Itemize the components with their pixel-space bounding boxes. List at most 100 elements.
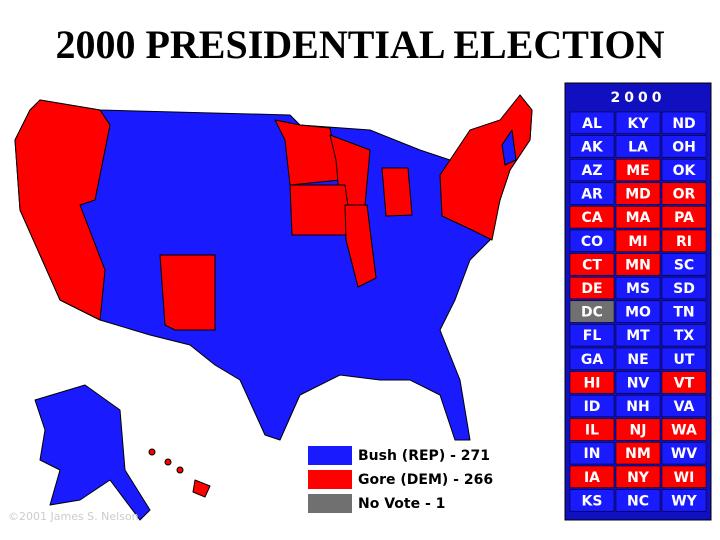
state-cell [615, 206, 661, 229]
copyright: ©2001 James S. Nelson [8, 510, 139, 523]
state-label: IA [584, 470, 600, 486]
state-label: AL [582, 116, 602, 132]
state-cell [661, 324, 707, 347]
legend-label: No Vote - 1 [358, 496, 445, 512]
legend-label: Bush (REP) - 271 [358, 448, 490, 464]
state-cell [615, 276, 661, 300]
state-cell [615, 300, 661, 323]
state-cell [569, 347, 615, 370]
state-label: OH [672, 139, 696, 155]
state-cell [615, 371, 661, 394]
state-cell [615, 158, 661, 182]
panel-header: 2000 [611, 90, 666, 106]
state-label: CO [581, 234, 603, 250]
state-cell [661, 111, 707, 134]
state-label: MN [625, 257, 651, 273]
state-cell [569, 324, 615, 347]
state-label: WA [671, 423, 697, 439]
state-label: VA [674, 399, 695, 415]
state-cell [615, 347, 661, 370]
state-cell [661, 347, 707, 370]
state-label: UT [674, 352, 695, 368]
state-label: KY [628, 116, 650, 132]
state-label: NH [626, 399, 649, 415]
state-label: NE [627, 352, 648, 368]
illinois [344, 204, 377, 288]
state-cell [615, 182, 661, 205]
state-cell [661, 206, 707, 229]
state-label: WY [671, 493, 697, 509]
state-cell [569, 442, 615, 465]
west-coast [14, 99, 111, 321]
state-cell [661, 394, 707, 418]
state-label: WV [671, 446, 697, 462]
legend-label: Gore (DEM) - 266 [358, 472, 493, 488]
state-cell [569, 206, 615, 229]
state-cell [661, 229, 707, 252]
state-cell [615, 489, 661, 512]
state-label: KS [582, 493, 603, 509]
state-cell [569, 300, 615, 323]
new-mexico [159, 254, 216, 331]
state-cell [661, 276, 707, 300]
state-label: TX [674, 328, 695, 344]
state-label: CT [582, 257, 602, 273]
northeast [439, 94, 533, 241]
state-cell [569, 158, 615, 182]
hawaii [176, 466, 184, 474]
hawaii [164, 458, 172, 466]
state-cell [569, 111, 615, 134]
state-label: OR [673, 187, 696, 203]
state-label: NV [627, 375, 650, 391]
state-label: IL [585, 423, 599, 439]
state-cell [569, 418, 615, 441]
state-cell [569, 371, 615, 394]
state-cell [661, 158, 707, 182]
legend: Bush (REP) - 271 Gore (DEM) - 266 No Vote … [308, 446, 493, 513]
state-cell [661, 442, 707, 465]
state-label: HI [584, 375, 601, 391]
us-map [14, 94, 533, 521]
michigan [381, 167, 413, 217]
state-label: NY [627, 470, 650, 486]
state-cell [661, 371, 707, 394]
state-label: MS [626, 281, 650, 297]
state-label: RI [676, 234, 692, 250]
state-cell [569, 182, 615, 205]
state-cell [569, 465, 615, 488]
state-label: ID [584, 399, 601, 415]
page-title: 2000 PRESIDENTIAL ELECTION [55, 22, 664, 67]
state-cell [661, 465, 707, 488]
state-grid: AL AK AZ AR CA CO CT DE DC FL GA HI ID IL IN IA KS KY LA ME… [569, 111, 707, 512]
state-cell [661, 253, 707, 276]
state-label: PA [674, 210, 694, 226]
legend-swatch [308, 470, 352, 489]
state-label: VT [674, 375, 695, 391]
state-label: TN [673, 305, 694, 321]
state-label: DC [581, 305, 603, 321]
state-cell [569, 276, 615, 300]
state-label: LA [628, 139, 648, 155]
state-cell [615, 111, 661, 134]
state-cell [615, 442, 661, 465]
state-cell [569, 135, 615, 158]
state-label: AR [581, 187, 603, 203]
state-label: WI [674, 470, 695, 486]
state-cell [661, 489, 707, 512]
state-label: GA [581, 352, 603, 368]
state-cell [661, 418, 707, 441]
state-label: DE [581, 281, 602, 297]
state-cell [661, 300, 707, 323]
legend-swatch [308, 494, 352, 513]
state-label: IN [584, 446, 601, 462]
state-label: NJ [630, 423, 647, 439]
state-label: ND [672, 116, 695, 132]
state-cell [661, 135, 707, 158]
state-label: MA [626, 210, 651, 226]
state-cell [661, 182, 707, 205]
state-label: OK [673, 163, 697, 179]
state-label: MO [625, 305, 651, 321]
state-cell [615, 324, 661, 347]
new-hampshire [501, 129, 517, 166]
